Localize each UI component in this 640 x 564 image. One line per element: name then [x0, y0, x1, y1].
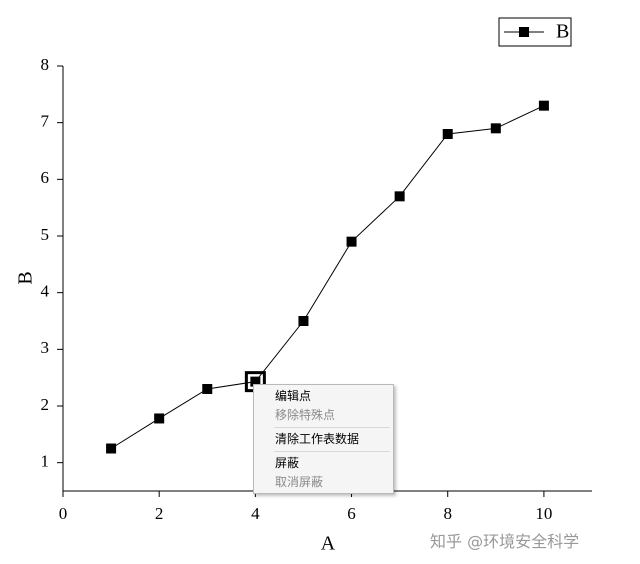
marker [490, 123, 501, 134]
x-tick-label: 4 [251, 504, 260, 523]
y-tick-label: 7 [41, 112, 50, 131]
menu-separator [274, 451, 390, 452]
y-tick-label: 5 [41, 225, 50, 244]
marker [106, 443, 117, 454]
menu-item[interactable]: 清除工作表数据 [275, 432, 360, 446]
y-tick-label: 1 [41, 452, 50, 471]
menu-item[interactable]: 编辑点 [275, 389, 312, 403]
y-tick-label: 8 [41, 55, 50, 74]
x-tick-label: 8 [443, 504, 452, 523]
x-tick-label: 2 [155, 504, 164, 523]
y-axis-label: B [15, 271, 37, 284]
legend-label: B [556, 21, 569, 43]
y-tick-label: 2 [41, 395, 50, 414]
line [110, 105, 545, 449]
marker [346, 236, 357, 247]
y-tick-label: 4 [41, 282, 50, 301]
marker [202, 384, 213, 394]
x-tick-label: 10 [535, 504, 552, 523]
marker [442, 129, 453, 139]
x-tick-label: 6 [347, 504, 356, 523]
x-axis-label: A [321, 533, 336, 555]
marker [250, 376, 261, 387]
menu-item: 移除特殊点 [275, 408, 336, 422]
x-tick-label: 0 [59, 504, 68, 523]
watermark: 知乎 @环境安全科学 [430, 532, 580, 551]
y-tick-label: 3 [41, 338, 50, 357]
context-menu[interactable]: 编辑点移除特殊点清除工作表数据 屏蔽取消屏蔽 [253, 384, 394, 494]
menu-item: 取消屏蔽 [275, 475, 324, 489]
marker [538, 100, 549, 111]
menu-separator [274, 427, 390, 428]
marker [394, 191, 405, 202]
marker [298, 316, 309, 326]
legend-marker [519, 27, 529, 37]
menu-item[interactable]: 屏蔽 [275, 456, 300, 470]
marker [154, 413, 165, 424]
y-tick-label: 6 [41, 168, 50, 187]
